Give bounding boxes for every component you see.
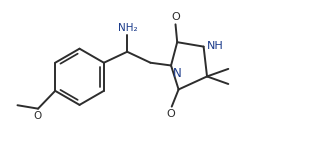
Text: O: O bbox=[167, 109, 175, 119]
Text: N: N bbox=[173, 67, 182, 80]
Text: O: O bbox=[33, 111, 42, 121]
Text: NH₂: NH₂ bbox=[118, 23, 138, 33]
Text: NH: NH bbox=[207, 41, 224, 51]
Text: O: O bbox=[171, 12, 180, 22]
